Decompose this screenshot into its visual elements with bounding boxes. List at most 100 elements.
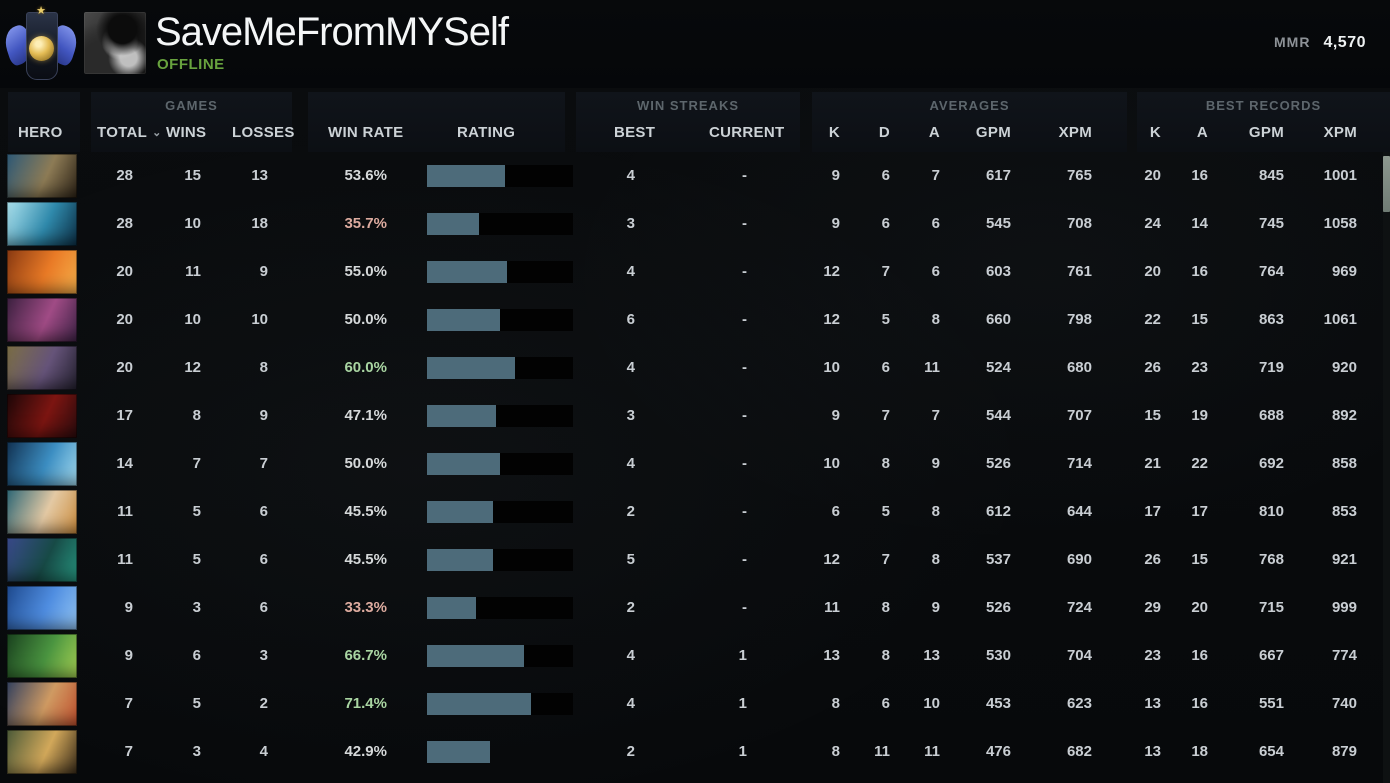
hero-row-puck[interactable]: 9 3 6 33.3% 2 - 11 8 9 526 724 29 20 715…: [0, 584, 1390, 632]
column-header-record-kills[interactable]: K: [1149, 124, 1161, 141]
cell-current-streak: -: [742, 167, 747, 184]
cell-avg-gpm: 526: [985, 599, 1011, 616]
cell-avg-deaths: 6: [881, 215, 890, 232]
rating-bar: [427, 597, 573, 619]
cell-win-rate: 66.7%: [344, 647, 387, 664]
column-header-avg-assists[interactable]: A: [928, 124, 940, 141]
hero-row-tinker[interactable]: 20 12 8 60.0% 4 - 10 6 11 524 680 26 23 …: [0, 344, 1390, 392]
cell-avg-assists: 8: [931, 503, 940, 520]
cell-total: 11: [117, 551, 133, 568]
hero-portrait-monkey-king: [7, 730, 77, 774]
hero-header-panel: [8, 92, 80, 152]
cell-avg-assists: 9: [931, 599, 940, 616]
column-header-total[interactable]: TOTAL ⌄: [97, 122, 162, 144]
rating-bar: [427, 357, 573, 379]
rating-bar-fill: [427, 165, 506, 187]
cell-best-streak: 2: [626, 743, 635, 760]
column-header-win-rate[interactable]: WIN RATE: [328, 124, 404, 141]
cell-avg-assists: 7: [931, 407, 940, 424]
cell-record-assists: 20: [1191, 599, 1208, 616]
cell-avg-assists: 8: [931, 311, 940, 328]
cell-win-rate: 47.1%: [344, 407, 387, 424]
column-header-rating[interactable]: RATING: [457, 124, 516, 141]
cell-avg-gpm: 544: [985, 407, 1011, 424]
cell-avg-xpm: 724: [1066, 599, 1092, 616]
cell-record-xpm: 853: [1331, 503, 1357, 520]
column-header-avg-kills[interactable]: K: [828, 124, 840, 141]
rating-bar: [427, 549, 573, 571]
cell-record-gpm: 715: [1258, 599, 1284, 616]
column-header-current-streak[interactable]: CURRENT: [709, 124, 785, 141]
hero-row-morphling[interactable]: 28 10 18 35.7% 3 - 9 6 6 545 708 24 14 7…: [0, 200, 1390, 248]
column-header-losses[interactable]: LOSSES: [232, 124, 295, 141]
cell-record-xpm: 969: [1331, 263, 1357, 280]
cell-record-kills: 15: [1144, 407, 1161, 424]
hero-row-naga-siren[interactable]: 11 5 6 45.5% 2 - 6 5 8 612 644 17 17 810…: [0, 488, 1390, 536]
rating-bar-fill: [427, 357, 515, 379]
cell-current-streak: -: [742, 263, 747, 280]
cell-record-kills: 13: [1144, 695, 1161, 712]
cell-best-streak: 4: [626, 647, 635, 664]
hero-row-meepo[interactable]: 28 15 13 53.6% 4 - 9 6 7 617 765 20 16 8…: [0, 152, 1390, 200]
rating-bar: [427, 213, 573, 235]
hero-row-monkey-king[interactable]: 7 3 4 42.9% 2 1 8 11 11 476 682 13 18 65…: [0, 728, 1390, 776]
cell-record-xpm: 858: [1331, 455, 1357, 472]
hero-row-shadow-fiend[interactable]: 17 8 9 47.1% 3 - 9 7 7 544 707 15 19 688…: [0, 392, 1390, 440]
cell-avg-kills: 10: [823, 359, 840, 376]
cell-losses: 6: [259, 503, 268, 520]
cell-avg-assists: 11: [924, 359, 940, 376]
column-header-record-assists[interactable]: A: [1196, 124, 1208, 141]
column-header-wins[interactable]: WINS: [166, 124, 207, 141]
cell-best-streak: 3: [626, 215, 635, 232]
cell-record-kills: 20: [1144, 263, 1161, 280]
cell-avg-assists: 8: [931, 551, 940, 568]
column-header-record-gpm[interactable]: GPM: [1248, 124, 1284, 141]
cell-avg-kills: 12: [823, 311, 840, 328]
hero-row-templar-assassin[interactable]: 20 10 10 50.0% 6 - 12 5 8 660 798 22 15 …: [0, 296, 1390, 344]
cell-losses: 13: [251, 167, 268, 184]
cell-record-assists: 22: [1191, 455, 1208, 472]
hero-row-pugna[interactable]: 9 6 3 66.7% 4 1 13 8 13 530 704 23 16 66…: [0, 632, 1390, 680]
cell-record-xpm: 1001: [1323, 167, 1357, 184]
hero-portrait-naga-siren: [7, 490, 77, 534]
group-label-averages: AVERAGES: [929, 98, 1010, 113]
hero-row-lina[interactable]: 20 11 9 55.0% 4 - 12 7 6 603 761 20 16 7…: [0, 248, 1390, 296]
column-header-avg-xpm[interactable]: XPM: [1058, 124, 1092, 141]
hero-row-storm-spirit[interactable]: 14 7 7 50.0% 4 - 10 8 9 526 714 21 22 69…: [0, 440, 1390, 488]
cell-wins: 12: [184, 359, 201, 376]
cell-record-kills: 26: [1144, 551, 1161, 568]
column-header-best-streak[interactable]: BEST: [614, 124, 656, 141]
averages-header-panel: AVERAGES: [812, 92, 1127, 152]
cell-losses: 7: [259, 455, 268, 472]
column-header-hero: HERO: [18, 124, 63, 141]
hero-portrait-templar-assassin: [7, 298, 77, 342]
cell-avg-assists: 11: [924, 743, 940, 760]
hero-row-troll-warlord[interactable]: 7 5 2 71.4% 4 1 8 6 10 453 623 13 16 551…: [0, 680, 1390, 728]
cell-avg-kills: 9: [831, 167, 840, 184]
cell-record-gpm: 692: [1258, 455, 1284, 472]
column-header-avg-deaths[interactable]: D: [878, 124, 890, 141]
cell-total: 20: [116, 263, 133, 280]
cell-avg-gpm: 453: [985, 695, 1011, 712]
cell-avg-kills: 13: [823, 647, 840, 664]
rating-bar: [427, 453, 573, 475]
column-header-avg-gpm[interactable]: GPM: [975, 124, 1011, 141]
cell-losses: 2: [259, 695, 268, 712]
cell-avg-deaths: 7: [881, 263, 890, 280]
hero-row-viper[interactable]: 11 5 6 45.5% 5 - 12 7 8 537 690 26 15 76…: [0, 536, 1390, 584]
cell-wins: 8: [192, 407, 201, 424]
cell-avg-kills: 9: [831, 215, 840, 232]
scrollbar-track[interactable]: [1383, 152, 1390, 783]
rating-bar: [427, 165, 573, 187]
cell-losses: 8: [259, 359, 268, 376]
cell-record-assists: 19: [1191, 407, 1208, 424]
player-name: SaveMeFromMYSelf: [155, 10, 509, 54]
cell-win-rate: 71.4%: [344, 695, 387, 712]
scrollbar-thumb[interactable]: [1383, 156, 1390, 212]
column-header-record-xpm[interactable]: XPM: [1323, 124, 1357, 141]
cell-record-gpm: 863: [1258, 311, 1284, 328]
cell-avg-gpm: 526: [985, 455, 1011, 472]
cell-total: 9: [124, 599, 133, 616]
cell-avg-kills: 11: [824, 599, 840, 616]
